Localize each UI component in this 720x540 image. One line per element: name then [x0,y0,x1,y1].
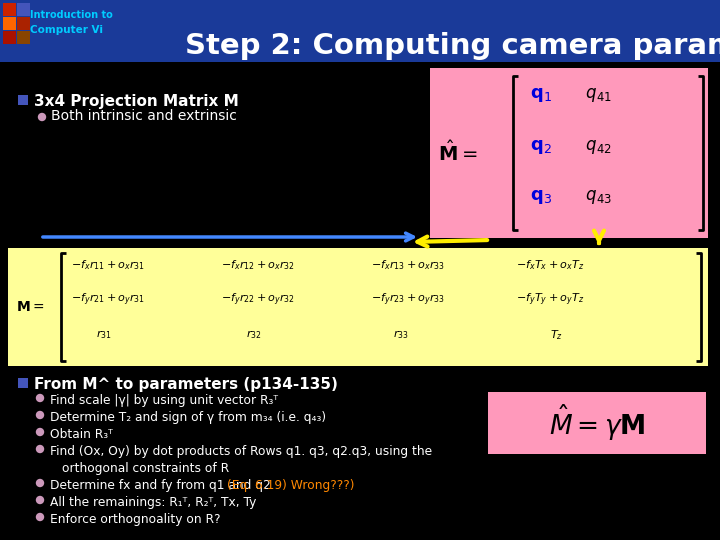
Text: All the remainings: R₁ᵀ, R₂ᵀ, Tx, Ty: All the remainings: R₁ᵀ, R₂ᵀ, Tx, Ty [50,496,256,509]
Bar [17,31,30,44]
Bar [3,3,16,16]
Text: $-f_x r_{13} + o_x r_{33}$: $-f_x r_{13} + o_x r_{33}$ [371,258,445,272]
Text: $\,q_{42}$: $\,q_{42}$ [583,138,612,156]
Bar [3,17,16,30]
Text: Both intrinsic and extrinsic: Both intrinsic and extrinsic [51,109,237,123]
Text: From M^ to parameters (p134-135): From M^ to parameters (p134-135) [34,377,338,392]
Text: $\mathbf{q}_1$: $\mathbf{q}_1$ [530,86,552,104]
Text: $-f_y r_{22} + o_y r_{32}$: $-f_y r_{22} + o_y r_{32}$ [221,292,295,308]
Circle shape [37,496,43,503]
Text: $r_{31}$: $r_{31}$ [96,328,112,341]
Bar [0,0,720,62]
Text: $T_z$: $T_z$ [549,328,562,342]
Text: $\,q_{41}$: $\,q_{41}$ [583,86,612,104]
Bar [17,3,30,16]
Circle shape [37,429,43,435]
Bar [488,392,706,454]
Text: $\hat{\mathbf{M}} =$: $\hat{\mathbf{M}} =$ [438,140,477,165]
Circle shape [37,514,43,521]
Bar [3,31,16,44]
Bar [18,378,28,388]
Circle shape [37,395,43,402]
Text: orthogonal constraints of R: orthogonal constraints of R [62,462,229,475]
Text: $-f_y r_{21} + o_y r_{31}$: $-f_y r_{21} + o_y r_{31}$ [71,292,145,308]
Text: $\mathbf{q}_3$: $\mathbf{q}_3$ [530,188,552,206]
Text: $-f_x r_{12} + o_x r_{32}$: $-f_x r_{12} + o_x r_{32}$ [221,258,295,272]
Text: Obtain R₃ᵀ: Obtain R₃ᵀ [50,428,113,441]
Text: Determine T₂ and sign of γ from m₃₄ (i.e. q₄₃): Determine T₂ and sign of γ from m₃₄ (i.e… [50,411,326,424]
Text: Step 2: Computing camera parameters: Step 2: Computing camera parameters [185,32,720,60]
Text: (Eq. 6.19) Wrong???): (Eq. 6.19) Wrong???) [227,479,354,492]
Text: Find (Ox, Oy) by dot products of Rows q1. q3, q2.q3, using the: Find (Ox, Oy) by dot products of Rows q1… [50,445,432,458]
Text: $r_{32}$: $r_{32}$ [246,328,262,341]
Text: $-f_x r_{11} + o_x r_{31}$: $-f_x r_{11} + o_x r_{31}$ [71,258,145,272]
Text: Introduction to: Introduction to [30,10,113,20]
Bar [430,68,708,238]
Text: $r_{33}$: $r_{33}$ [393,328,409,341]
Text: $\,q_{43}$: $\,q_{43}$ [583,188,612,206]
Text: Computer Vi: Computer Vi [30,25,103,35]
Circle shape [37,480,43,487]
Text: $\mathbf{M} =$: $\mathbf{M} =$ [16,300,45,314]
Bar [8,248,708,366]
Bar [18,95,28,105]
Text: Determine fx and fy from q1 and q2: Determine fx and fy from q1 and q2 [50,479,274,492]
Text: $-f_y r_{23} + o_y r_{33}$: $-f_y r_{23} + o_y r_{33}$ [371,292,445,308]
Text: $\mathbf{q}_2$: $\mathbf{q}_2$ [530,138,552,156]
Circle shape [37,446,43,453]
Text: Find scale |γ| by using unit vector R₃ᵀ: Find scale |γ| by using unit vector R₃ᵀ [50,394,278,407]
Text: $-f_x T_x + o_x T_z$: $-f_x T_x + o_x T_z$ [516,258,584,272]
Text: $\hat{M} = \gamma \mathbf{M}$: $\hat{M} = \gamma \mathbf{M}$ [549,403,645,443]
Circle shape [38,113,45,120]
Circle shape [37,411,43,418]
Text: $-f_y T_y + o_y T_z$: $-f_y T_y + o_y T_z$ [516,292,584,308]
Text: 3x4 Projection Matrix M: 3x4 Projection Matrix M [34,94,239,109]
Bar [17,17,30,30]
Text: Enforce orthognoality on R?: Enforce orthognoality on R? [50,513,220,526]
